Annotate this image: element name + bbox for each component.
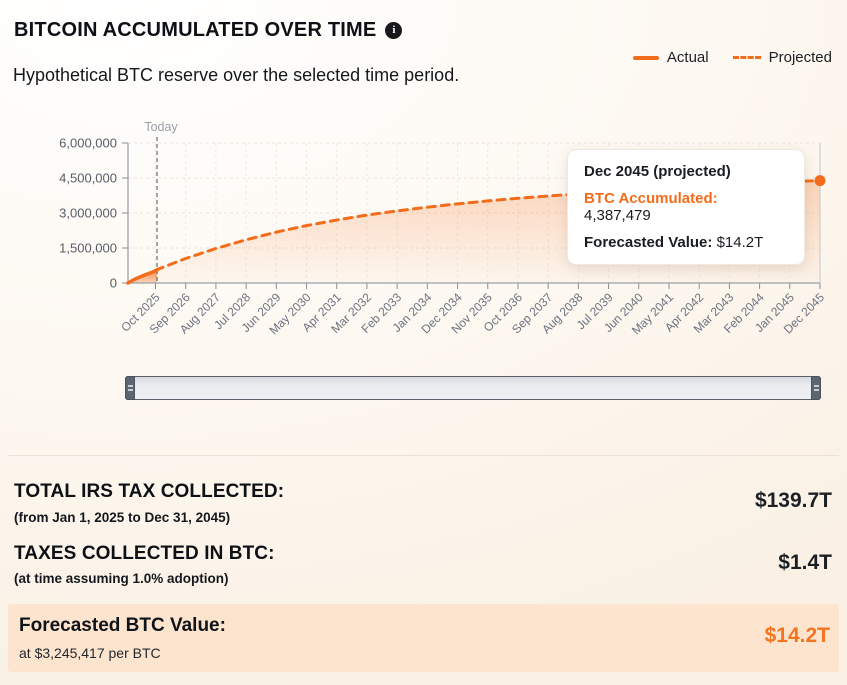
end-point-dot — [814, 175, 826, 187]
chart-legend: Actual Projected — [632, 49, 832, 66]
projected-line-swatch — [732, 56, 761, 59]
forecasted-btc-row: Forecasted BTC Value: at $3,245,417 per … — [8, 604, 839, 672]
info-icon[interactable]: i — [385, 22, 403, 39]
tooltip-btc-row: BTC Accumulated: 4,387,479 — [584, 190, 788, 224]
tooltip-forecast-value: $14.2T — [716, 234, 764, 251]
grip-line — [813, 389, 819, 391]
forecasted-btc-label: Forecasted BTC Value: — [19, 615, 226, 636]
actual-line-swatch — [632, 55, 659, 60]
forecasted-btc-value: $14.2T — [764, 624, 830, 647]
tooltip-forecast-row: Forecasted Value: $14.2T — [584, 234, 788, 251]
svg-text:0: 0 — [110, 276, 117, 291]
forecasted-btc-sublabel: at $3,245,417 per BTC — [19, 645, 161, 661]
legend-label-actual: Actual — [666, 49, 709, 66]
total-tax-value: $139.7T — [754, 489, 832, 512]
legend-item-projected[interactable]: Projected — [732, 49, 832, 66]
taxes-btc-label: TAXES COLLECTED IN BTC: — [14, 543, 275, 564]
tooltip-btc-value: 4,387,479 — [584, 207, 651, 224]
chart-tooltip: Dec 2045 (projected) BTC Accumulated: 4,… — [567, 149, 805, 265]
total-tax-label: TOTAL IRS TAX COLLECTED: — [14, 481, 285, 502]
total-tax-sublabel: (from Jan 1, 2025 to Dec 31, 2045) — [14, 510, 231, 525]
svg-text:Today: Today — [144, 120, 178, 134]
page-title-text: BITCOIN ACCUMULATED OVER TIME — [14, 19, 377, 41]
grip-line — [813, 385, 819, 387]
grip-line — [127, 389, 133, 391]
chart-area: Oct 2025 Sep 2026 Aug 2027 Jul 2028 Jun 2029… — [0, 115, 847, 377]
section-divider — [8, 455, 839, 456]
legend-item-actual[interactable]: Actual — [632, 49, 709, 66]
svg-text:4,500,000: 4,500,000 — [59, 171, 117, 186]
legend-label-projected: Projected — [768, 49, 832, 66]
svg-text:3,000,000: 3,000,000 — [59, 206, 117, 221]
svg-text:1,500,000: 1,500,000 — [59, 241, 117, 256]
page-title: BITCOIN ACCUMULATED OVER TIME i — [14, 19, 403, 42]
tooltip-btc-label: BTC Accumulated: — [584, 190, 718, 207]
svg-text:6,000,000: 6,000,000 — [59, 136, 117, 151]
taxes-btc-sublabel: (at time assuming 1.0% adoption) — [14, 571, 229, 586]
chart-subtitle: Hypothetical BTC reserve over the select… — [13, 65, 460, 85]
time-range-slider-track[interactable] — [125, 376, 821, 400]
taxes-btc-value: $1.4T — [778, 551, 832, 574]
grip-line — [127, 385, 133, 387]
tooltip-forecast-label: Forecasted Value: — [584, 234, 713, 251]
slider-right-handle[interactable] — [811, 376, 821, 400]
tooltip-title: Dec 2045 (projected) — [584, 163, 731, 180]
actual-line — [126, 268, 159, 285]
slider-left-handle[interactable] — [125, 376, 135, 400]
